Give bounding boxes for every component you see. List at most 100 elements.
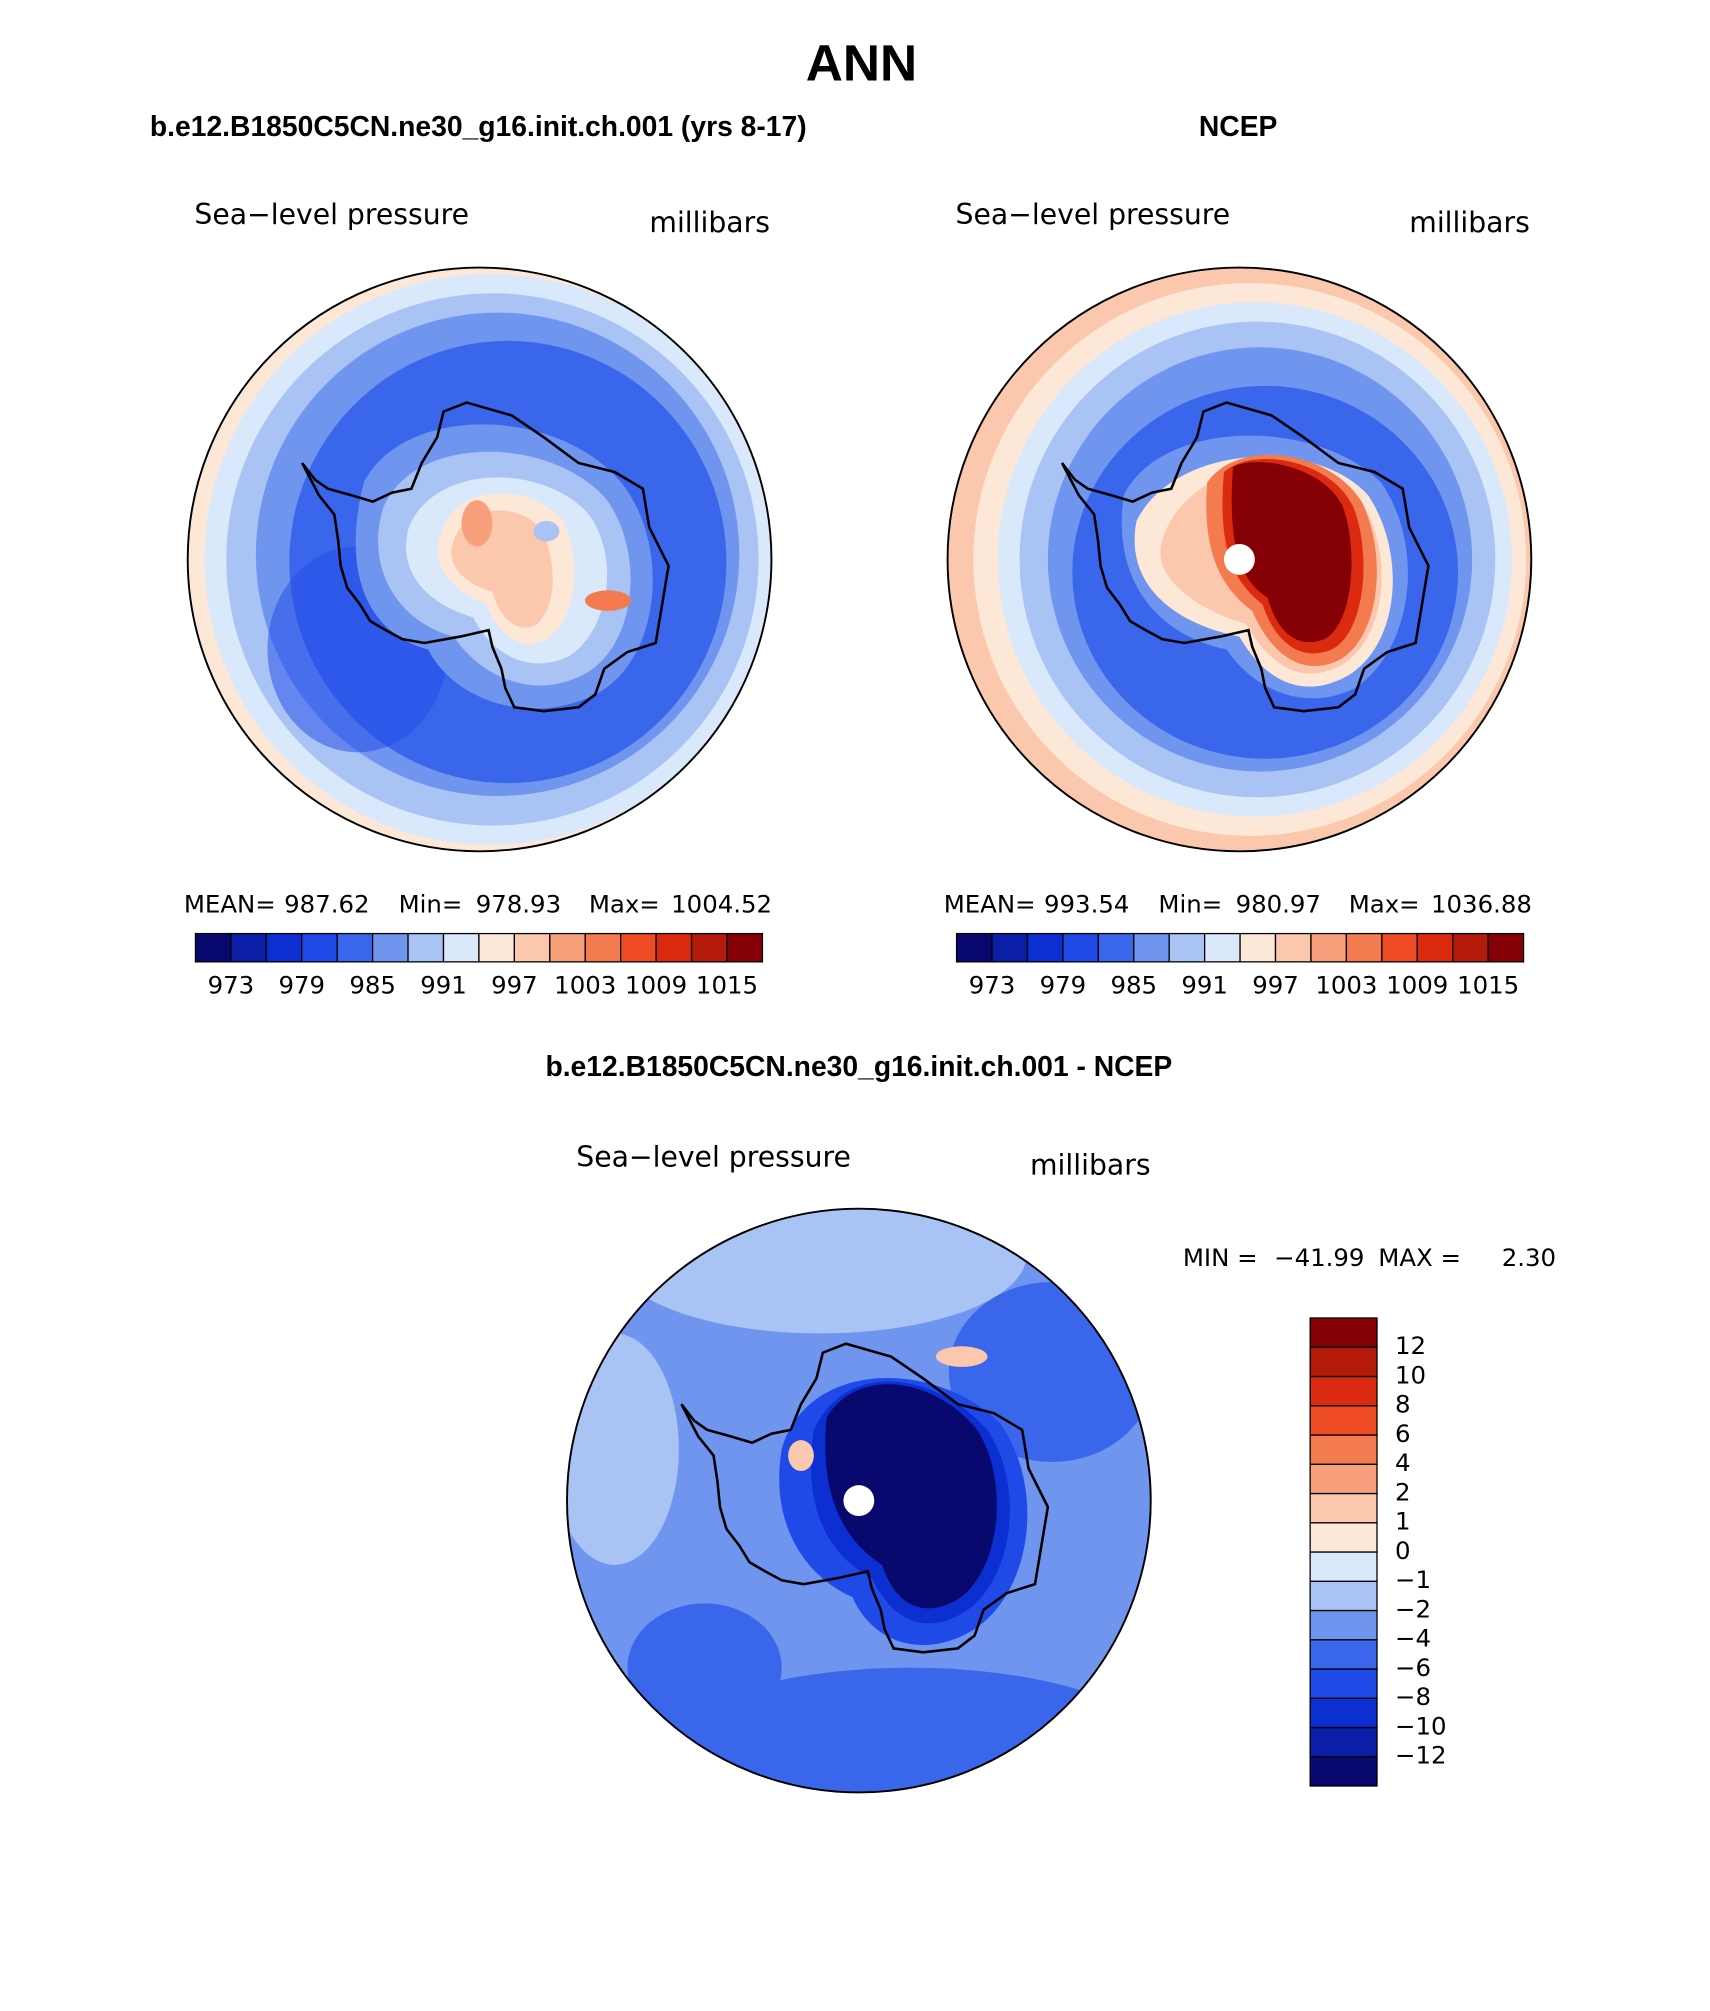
units: millibars: [1409, 206, 1530, 239]
stat-value: 2.30: [1502, 1243, 1556, 1272]
figure-title: ANN: [806, 34, 917, 92]
colorbar-box: [549, 932, 586, 963]
colorbar-box: [1062, 932, 1099, 963]
variable-name: Sea−level pressure: [956, 198, 1231, 231]
map-shape: [936, 1346, 988, 1367]
colorbar-box: [1309, 1697, 1378, 1729]
colorbar-label: 10: [1395, 1361, 1426, 1390]
map-shape: [627, 1603, 782, 1732]
units: millibars: [649, 206, 770, 239]
stat-value: 987.62: [284, 889, 369, 918]
colorbar-label: −6: [1395, 1653, 1431, 1682]
map-shape: [653, 1667, 1151, 1793]
colorbar-label: 973: [208, 970, 255, 999]
colorbar-box: [1309, 1639, 1378, 1670]
colorbar-label: −1: [1395, 1565, 1431, 1594]
stat-label: MEAN=: [184, 889, 276, 918]
colorbar-box: [1309, 1492, 1378, 1524]
map-difference: [566, 1207, 1152, 1794]
colorbar-label: 4: [1395, 1448, 1411, 1477]
colorbar-box: [726, 932, 764, 963]
colorbar-label: −8: [1395, 1682, 1431, 1711]
stat-label: Max=: [589, 889, 660, 918]
colorbar-box: [407, 932, 445, 963]
colorbar-box: [655, 932, 693, 963]
colorbar-label: −4: [1395, 1624, 1431, 1653]
map-shape: [1224, 544, 1255, 575]
contour-fill: [947, 267, 1532, 852]
stat-value: 1004.52: [671, 889, 772, 918]
colorbar-box: [442, 932, 480, 963]
colorbar-label: 985: [349, 970, 396, 999]
colorbar-label: 1009: [625, 970, 687, 999]
colorbar-box: [1309, 1317, 1378, 1348]
stat-value: −41.99: [1274, 1243, 1364, 1272]
stat-label: Max=: [1349, 889, 1420, 918]
colorbar-label: 991: [420, 970, 467, 999]
stat-value: 978.93: [476, 889, 561, 918]
map-shape: [1231, 462, 1352, 643]
map-border: [186, 266, 773, 853]
colorbar-label: −10: [1395, 1712, 1447, 1741]
map-model: [186, 266, 773, 853]
stat-value: 993.54: [1044, 889, 1129, 918]
colorbar-box: [620, 932, 657, 963]
map-shape: [614, 1208, 1026, 1334]
colorbar-box: [371, 932, 409, 963]
colorbar-box: [1487, 932, 1525, 963]
colorbar-label: 991: [1181, 970, 1228, 999]
colorbar-box: [1133, 932, 1170, 963]
map-shape: [585, 590, 632, 611]
colorbar-label: 6: [1395, 1419, 1411, 1448]
colorbar-label: 8: [1395, 1390, 1411, 1419]
colorbar-box: [230, 932, 267, 963]
colorbar-box: [1203, 932, 1241, 963]
colorbar-label: 985: [1110, 970, 1157, 999]
colorbar-label: 997: [1252, 970, 1299, 999]
stat-label: MIN =: [1183, 1243, 1258, 1272]
colorbar-box: [1381, 932, 1418, 963]
colorbar-box: [1309, 1434, 1378, 1465]
colorbar-box: [1097, 932, 1135, 963]
colorbar-label: 2: [1395, 1478, 1411, 1507]
colorbar-label: 1003: [554, 970, 616, 999]
units: millibars: [1030, 1148, 1151, 1181]
colorbar-label: −2: [1395, 1595, 1431, 1624]
colorbar-box: [1452, 932, 1489, 963]
panel-title: b.e12.B1850C5CN.ne30_g16.init.ch.001 (yr…: [150, 110, 807, 142]
panel-title: b.e12.B1850C5CN.ne30_g16.init.ch.001 - N…: [545, 1050, 1172, 1082]
colorbar-box: [265, 932, 303, 963]
colorbar-label: 1015: [696, 970, 758, 999]
colorbar-box: [1168, 932, 1206, 963]
colorbar-box: [955, 932, 993, 963]
map-shape: [461, 500, 493, 547]
variable-name: Sea−level pressure: [576, 1141, 851, 1174]
map-border: [946, 266, 1533, 853]
colorbar-box: [1309, 1463, 1378, 1495]
colorbar-box: [1239, 932, 1277, 963]
colorbar-box: [1309, 1551, 1378, 1582]
colorbar-box: [336, 932, 374, 963]
colorbar-box: [1309, 1522, 1378, 1553]
colorbar-label: −12: [1395, 1741, 1447, 1770]
colorbar-box: [1309, 1668, 1378, 1699]
colorbar-box: [1309, 1405, 1378, 1436]
colorbar-box: [1310, 932, 1348, 963]
colorbar-label: 1003: [1315, 970, 1377, 999]
colorbar-box: [1309, 1609, 1378, 1641]
map-shape: [533, 520, 560, 542]
colorbar-box: [301, 932, 338, 963]
stat-value: 1036.88: [1431, 889, 1532, 918]
colorbar-label: 1: [1395, 1507, 1411, 1536]
stat-label: MEAN=: [944, 889, 1036, 918]
colorbar-label: 979: [1040, 970, 1087, 999]
colorbar-box: [194, 932, 232, 963]
colorbar-label: 1009: [1386, 970, 1448, 999]
map-shape: [843, 1485, 875, 1516]
colorbar-box: [1345, 932, 1383, 963]
stat-label: Min=: [399, 889, 463, 918]
colorbar-box: [513, 932, 551, 963]
map-ncep: [946, 266, 1533, 853]
